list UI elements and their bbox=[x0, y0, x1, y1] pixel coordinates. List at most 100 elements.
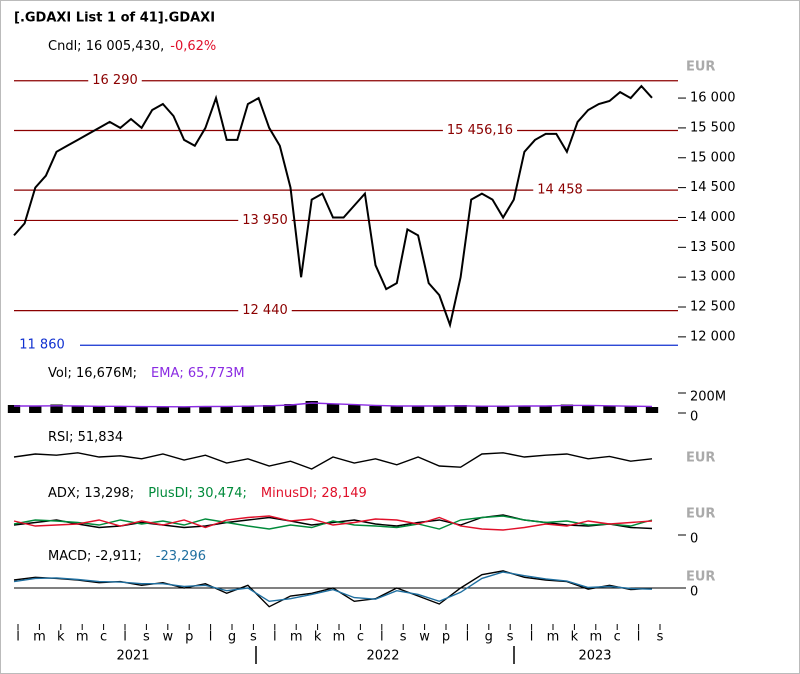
x-tick-label: c bbox=[100, 630, 107, 645]
volume-bar bbox=[560, 404, 574, 413]
volume-bar bbox=[305, 401, 318, 413]
y-tick-label: 0 bbox=[690, 585, 698, 600]
y-tick-label: 14 000 bbox=[690, 210, 736, 225]
series-line bbox=[13, 84, 653, 329]
unit-label: EUR bbox=[686, 570, 715, 585]
volume-bar bbox=[582, 405, 595, 413]
level-label-bg bbox=[442, 121, 518, 140]
level-label: 12 440 bbox=[242, 303, 288, 318]
volume-bar bbox=[348, 405, 361, 413]
x-tick-label: s bbox=[250, 630, 257, 645]
x-tick-label: m bbox=[547, 630, 560, 645]
y-tick-label: 13 500 bbox=[690, 240, 736, 255]
x-tick-label: l bbox=[209, 630, 213, 645]
unit-label: EUR bbox=[686, 451, 715, 466]
x-tick-label: s bbox=[400, 630, 407, 645]
legend-entry: Cndl; 16 005,430, bbox=[48, 39, 164, 54]
legend: Vol; 16,676M; EMA; 65,773M bbox=[48, 366, 245, 381]
volume-bar bbox=[496, 406, 510, 413]
legend: MACD; -2,911; -23,296 bbox=[48, 549, 206, 564]
level-label: 13 950 bbox=[242, 213, 288, 228]
x-tick-label: k bbox=[314, 630, 322, 645]
legend: ADX; 13,298; PlusDI; 30,474; MinusDI; 28,1… bbox=[48, 486, 367, 501]
legend: RSI; 51,834 bbox=[48, 430, 123, 445]
series-line bbox=[14, 402, 653, 408]
level-label-bg bbox=[238, 301, 292, 320]
x-tick-label: c bbox=[614, 630, 621, 645]
x-tick-label: m bbox=[76, 630, 89, 645]
volume-bar bbox=[284, 404, 297, 413]
series-line bbox=[13, 515, 653, 530]
legend-entry: MACD; -2,911; bbox=[48, 549, 142, 564]
legend-entry: RSI; 51,834 bbox=[48, 430, 123, 445]
volume-bar bbox=[241, 405, 255, 413]
series-line bbox=[13, 452, 653, 470]
y-tick-label: 14 500 bbox=[690, 180, 736, 195]
volume-bar bbox=[156, 406, 170, 413]
y-tick-label: 15 000 bbox=[690, 150, 736, 165]
x-tick-label: l bbox=[16, 630, 20, 645]
level-label-bg bbox=[238, 211, 292, 230]
volume-bar bbox=[454, 405, 467, 413]
volume-bar bbox=[411, 405, 425, 413]
level-label: 14 458 bbox=[537, 183, 583, 198]
x-tick-label: s bbox=[507, 630, 514, 645]
x-tick-label: k bbox=[57, 630, 65, 645]
change-label: -0,62% bbox=[170, 39, 216, 54]
y-tick-label: 12 500 bbox=[690, 300, 736, 315]
x-tick-label: l bbox=[123, 630, 127, 645]
volume-bar bbox=[114, 406, 127, 413]
legend-entry: Vol; 16,676M; bbox=[48, 366, 137, 381]
unit-label: EUR bbox=[686, 60, 715, 75]
x-tick-label: l bbox=[637, 630, 641, 645]
volume-bar bbox=[7, 405, 21, 413]
volume-bar bbox=[539, 406, 552, 413]
legend-entry: PlusDI; 30,474; bbox=[148, 486, 247, 501]
legend-entry: ADX; 13,298; bbox=[48, 486, 134, 501]
x-tick-label: k bbox=[571, 630, 579, 645]
x-tick-label: l bbox=[466, 630, 470, 645]
volume-bar bbox=[220, 406, 233, 413]
y-tick-label: 16 000 bbox=[690, 91, 736, 106]
unit-label: EUR bbox=[686, 507, 715, 522]
volume-bar bbox=[390, 406, 403, 413]
volume-bar bbox=[518, 405, 531, 413]
volume-bar bbox=[135, 407, 148, 413]
x-tick-label: m bbox=[333, 630, 346, 645]
x-tick-label: s bbox=[143, 630, 150, 645]
year-label: 2023 bbox=[578, 649, 611, 664]
legend: Cndl; 16 005,430, -0,62% bbox=[48, 39, 216, 54]
x-tick-label: g bbox=[485, 630, 493, 645]
x-tick-label: p bbox=[185, 630, 193, 645]
y-tick-label: 200M bbox=[690, 390, 726, 405]
x-tick-label: m bbox=[589, 630, 602, 645]
level-label-bg bbox=[533, 181, 587, 200]
y-tick-label: 0 bbox=[690, 532, 698, 547]
x-tick-label: c bbox=[357, 630, 364, 645]
x-tick-label: l bbox=[380, 630, 384, 645]
series-line bbox=[13, 515, 653, 531]
volume-bar bbox=[199, 406, 212, 413]
volume-bar bbox=[71, 406, 84, 413]
volume-bar bbox=[624, 406, 637, 413]
series-line bbox=[13, 571, 653, 603]
x-tick-label: s bbox=[657, 630, 664, 645]
year-label: 2021 bbox=[116, 649, 149, 664]
year-label: 2022 bbox=[366, 649, 399, 664]
volume-bar bbox=[177, 407, 191, 413]
x-tick-label: g bbox=[228, 630, 236, 645]
y-tick-label: 12 000 bbox=[690, 329, 736, 344]
y-tick-label: 15 500 bbox=[690, 120, 736, 135]
volume-bar bbox=[50, 404, 63, 413]
legend-entry: EMA; 65,773M bbox=[151, 366, 245, 381]
volume-bar bbox=[369, 406, 382, 413]
legend-entry: -23,296 bbox=[156, 549, 206, 564]
volume-bar bbox=[603, 406, 616, 413]
x-tick-label: l bbox=[530, 630, 534, 645]
x-tick-label: l bbox=[273, 630, 277, 645]
chart-title: [.GDAXI List 1 of 41].GDAXI bbox=[14, 11, 215, 26]
x-tick-label: p bbox=[442, 630, 450, 645]
